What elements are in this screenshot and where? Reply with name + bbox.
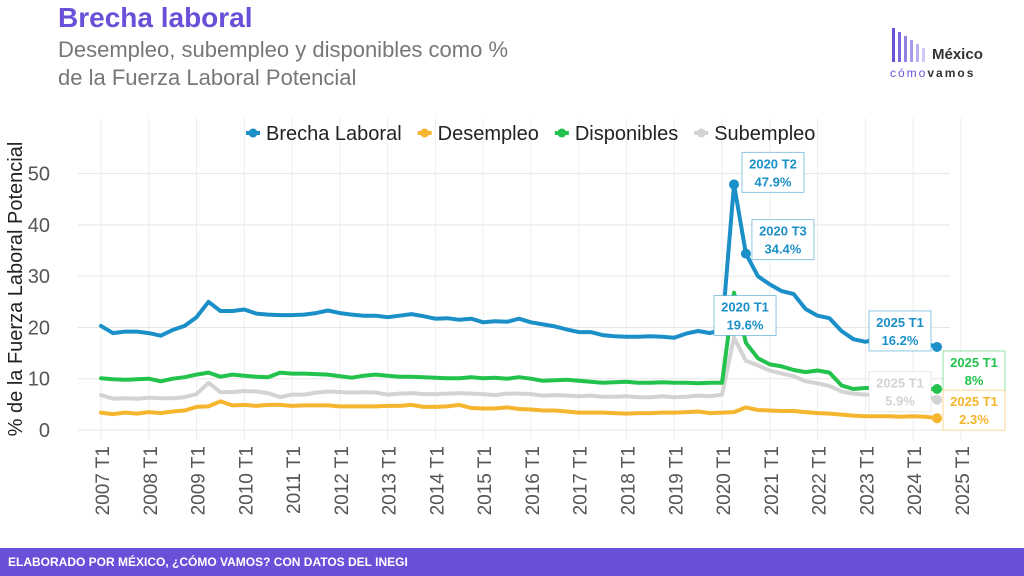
series-line-disponibles bbox=[99, 290, 939, 392]
y-tick-label: 50 bbox=[28, 164, 50, 186]
annotation-box bbox=[868, 371, 932, 413]
y-tick-label: 0 bbox=[39, 420, 50, 442]
logo-bars-icon bbox=[892, 28, 925, 62]
legend-label: Desempleo bbox=[438, 123, 539, 145]
annotation-point bbox=[728, 179, 739, 190]
annotation-period: 2025 T1 bbox=[950, 355, 998, 370]
annotation-point bbox=[932, 394, 942, 405]
mexico-como-vamos-logo: México cómovamos bbox=[888, 22, 1008, 82]
annotation-point bbox=[932, 341, 942, 352]
legend-marker bbox=[557, 128, 567, 138]
annotation-point bbox=[740, 248, 751, 259]
x-tick-label: 2010 T1 bbox=[236, 446, 257, 515]
annotation-period: 2025 T1 bbox=[876, 376, 924, 391]
x-tick-label: 2009 T1 bbox=[189, 446, 210, 515]
annotation-box bbox=[868, 310, 932, 352]
annotation-point bbox=[932, 413, 942, 424]
x-tick-label: 2020 T1 bbox=[714, 446, 735, 515]
series-line-desempleo bbox=[99, 399, 939, 421]
annotation-period: 2025 T1 bbox=[876, 315, 924, 330]
legend-label: Disponibles bbox=[575, 123, 678, 145]
series-line-subempleo bbox=[99, 335, 939, 402]
annotation-box bbox=[942, 389, 1006, 431]
annotation-value: 8% bbox=[965, 373, 984, 388]
annotation-value: 16.2% bbox=[882, 333, 919, 348]
y-axis-label: % de la Fuerza Laboral Potencial bbox=[5, 142, 27, 437]
footer-text: ELABORADO POR MÉXICO, ¿CÓMO VAMOS? CON D… bbox=[8, 555, 408, 569]
legend-marker bbox=[420, 128, 430, 138]
x-tick-label: 2011 T1 bbox=[284, 446, 305, 514]
annotation-period: 2020 T3 bbox=[759, 224, 807, 239]
x-tick-label: 2016 T1 bbox=[523, 446, 544, 515]
annotation-value: 2.3% bbox=[959, 412, 989, 427]
page-subtitle: Desempleo, subempleo y disponibles como … bbox=[58, 36, 698, 92]
subtitle-line-2: de la Fuerza Laboral Potencial bbox=[58, 65, 357, 90]
x-tick-label: 2013 T1 bbox=[380, 446, 401, 515]
legend-label: Subempleo bbox=[714, 123, 815, 145]
logo-subtitle: cómovamos bbox=[890, 66, 975, 80]
annotation-period: 2020 T1 bbox=[721, 300, 769, 315]
annotation-box bbox=[741, 151, 805, 193]
annotation-point bbox=[932, 383, 942, 394]
x-tick-label: 2017 T1 bbox=[571, 446, 592, 515]
x-tick-label: 2024 T1 bbox=[905, 446, 926, 515]
x-tick-label: 2015 T1 bbox=[475, 446, 496, 515]
y-tick-label: 40 bbox=[28, 215, 50, 237]
x-tick-label: 2021 T1 bbox=[762, 446, 783, 515]
x-tick-label: 2008 T1 bbox=[141, 446, 162, 515]
logo-sub-bold: vamos bbox=[927, 66, 976, 80]
annotation-value: 5.9% bbox=[885, 394, 915, 409]
y-tick-label: 30 bbox=[28, 266, 50, 288]
subtitle-line-1: Desempleo, subempleo y disponibles como … bbox=[58, 37, 509, 62]
x-tick-label: 2019 T1 bbox=[666, 446, 687, 515]
x-tick-label: 2012 T1 bbox=[332, 446, 353, 515]
logo-sub-light: cómo bbox=[890, 66, 928, 80]
annotation-box bbox=[751, 219, 815, 261]
annotation-box bbox=[713, 295, 777, 337]
y-tick-label: 20 bbox=[28, 317, 50, 339]
annotation-value: 19.6% bbox=[727, 318, 764, 333]
x-tick-label: 2022 T1 bbox=[810, 446, 831, 515]
logo-word: México bbox=[932, 46, 983, 63]
y-tick-label: 10 bbox=[28, 369, 50, 391]
line-chart: 0 10 20 30 40 50 2007 T1 2008 T1 2009 T1 2010 T1 2… bbox=[5, 118, 1006, 515]
annotation-value: 47.9% bbox=[755, 174, 792, 189]
x-tick-label: 2025 T1 bbox=[953, 446, 974, 515]
annotation-period: 2025 T1 bbox=[950, 394, 998, 409]
page-title: Brecha laboral bbox=[58, 2, 253, 33]
annotation-value: 34.4% bbox=[764, 242, 801, 257]
series-line-brecha-laboral bbox=[99, 182, 939, 349]
legend-marker bbox=[696, 128, 706, 138]
x-tick-label: 2014 T1 bbox=[427, 446, 448, 515]
legend-marker bbox=[248, 128, 258, 138]
footer-bar: ELABORADO POR MÉXICO, ¿CÓMO VAMOS? CON D… bbox=[0, 548, 1024, 576]
x-tick-label: 2023 T1 bbox=[857, 446, 878, 515]
x-tick-label: 2018 T1 bbox=[618, 446, 639, 515]
annotation-period: 2020 T2 bbox=[749, 156, 797, 171]
x-tick-label: 2007 T1 bbox=[93, 446, 114, 515]
legend-label: Brecha Laboral bbox=[266, 123, 402, 145]
